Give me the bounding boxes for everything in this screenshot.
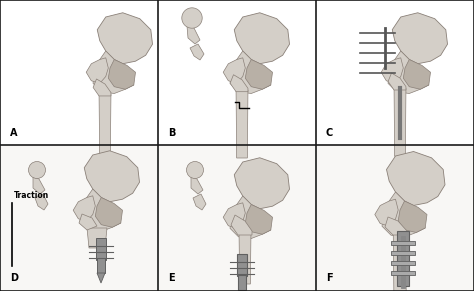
Bar xyxy=(391,271,415,275)
PathPatch shape xyxy=(93,79,111,96)
Circle shape xyxy=(186,162,203,178)
PathPatch shape xyxy=(87,228,107,248)
PathPatch shape xyxy=(79,214,97,230)
Text: Traction: Traction xyxy=(14,191,49,200)
PathPatch shape xyxy=(187,26,200,44)
Bar xyxy=(96,238,106,260)
PathPatch shape xyxy=(234,158,290,209)
PathPatch shape xyxy=(84,151,139,202)
PathPatch shape xyxy=(191,177,203,194)
PathPatch shape xyxy=(223,58,246,83)
Bar xyxy=(391,241,415,245)
PathPatch shape xyxy=(394,88,406,156)
Bar xyxy=(397,231,409,286)
PathPatch shape xyxy=(236,90,248,158)
PathPatch shape xyxy=(95,198,122,227)
PathPatch shape xyxy=(246,205,273,234)
PathPatch shape xyxy=(230,51,271,93)
Text: F: F xyxy=(326,273,333,283)
PathPatch shape xyxy=(97,273,105,283)
Circle shape xyxy=(182,8,202,28)
PathPatch shape xyxy=(381,58,403,83)
PathPatch shape xyxy=(190,44,204,60)
Text: C: C xyxy=(326,128,333,138)
PathPatch shape xyxy=(382,192,425,237)
Bar xyxy=(316,146,474,291)
PathPatch shape xyxy=(108,59,136,89)
PathPatch shape xyxy=(234,13,290,64)
PathPatch shape xyxy=(403,59,430,89)
PathPatch shape xyxy=(375,199,398,226)
Text: B: B xyxy=(168,128,175,138)
PathPatch shape xyxy=(93,51,134,93)
PathPatch shape xyxy=(388,73,406,90)
PathPatch shape xyxy=(231,215,252,235)
PathPatch shape xyxy=(393,233,407,291)
PathPatch shape xyxy=(385,217,407,235)
PathPatch shape xyxy=(388,51,429,93)
PathPatch shape xyxy=(73,196,95,221)
Text: D: D xyxy=(10,273,18,283)
Circle shape xyxy=(28,162,46,178)
PathPatch shape xyxy=(386,152,445,205)
PathPatch shape xyxy=(392,13,447,64)
Text: E: E xyxy=(168,273,174,283)
PathPatch shape xyxy=(230,75,248,92)
Bar xyxy=(391,251,415,255)
Bar xyxy=(97,258,105,273)
PathPatch shape xyxy=(86,58,108,83)
Bar xyxy=(0,146,158,291)
PathPatch shape xyxy=(239,233,251,284)
PathPatch shape xyxy=(97,13,153,64)
Bar xyxy=(391,261,415,265)
PathPatch shape xyxy=(99,94,111,154)
Bar xyxy=(238,275,246,290)
PathPatch shape xyxy=(398,201,427,233)
Bar xyxy=(237,254,247,276)
Bar xyxy=(158,146,316,291)
PathPatch shape xyxy=(230,196,271,239)
PathPatch shape xyxy=(33,177,45,194)
PathPatch shape xyxy=(80,189,121,232)
PathPatch shape xyxy=(35,194,48,210)
PathPatch shape xyxy=(246,59,273,89)
PathPatch shape xyxy=(223,203,246,228)
Text: A: A xyxy=(10,128,18,138)
PathPatch shape xyxy=(193,194,206,210)
